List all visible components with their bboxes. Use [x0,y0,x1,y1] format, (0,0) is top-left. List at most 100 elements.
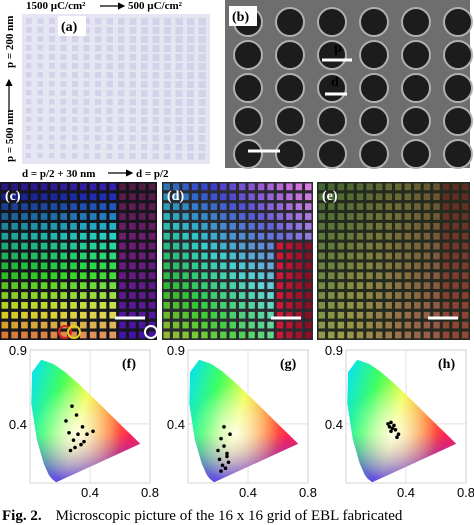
color-square [21,302,28,309]
color-square [50,223,58,230]
grid-square [152,90,160,97]
color-square [148,193,156,201]
color-square [60,242,68,250]
color-square [229,311,236,319]
color-square [305,292,312,299]
grid-square [37,126,43,132]
grid-square [175,36,183,44]
grid-square [60,135,66,141]
hole [317,106,347,136]
color-square [148,292,156,299]
color-square [182,321,189,329]
grid-square [118,90,125,97]
color-square [461,272,469,280]
color-square [433,321,440,329]
color-square [239,203,246,210]
color-point [91,429,95,434]
color-point [396,432,401,437]
color-square [172,252,180,260]
color-square [191,262,199,270]
grid-square [95,99,102,106]
color-square [11,223,18,230]
color-square [356,292,364,299]
color-square [442,252,450,260]
color-square [305,321,312,329]
grid-square [72,63,78,69]
color-square [129,302,136,309]
color-square [328,213,335,220]
color-square [257,223,265,230]
color-square [21,321,28,329]
color-square [40,193,48,201]
color-square [366,223,373,230]
color-square [138,183,146,191]
color-square [404,272,412,280]
grid-square [95,108,101,114]
grid-square [49,126,55,132]
color-square [423,272,431,280]
grid-square [129,72,137,79]
color-square [395,282,402,289]
color-square [295,183,303,191]
color-square [99,242,107,250]
color-square [138,292,146,299]
color-square [318,193,326,201]
grid-square [49,63,55,69]
color-square [30,331,38,339]
panel-label: (e) [322,189,338,204]
grid-square [129,18,137,25]
grid-square [187,54,195,62]
grid-square [72,99,78,105]
color-square [119,262,126,270]
x-tick-label: 0.8 [457,485,474,500]
color-square [30,262,38,270]
color-square [11,203,18,210]
grid-square [72,144,78,150]
grid-square [187,117,194,124]
color-square [220,223,227,230]
color-square [305,223,312,230]
color-square [442,272,450,280]
color-square [452,331,459,339]
color-square [305,331,312,339]
grid-square [164,27,172,35]
color-square [356,223,364,230]
color-square [70,223,77,230]
hole [275,73,305,103]
color-square [191,331,199,339]
color-square [21,272,28,280]
color-square [191,292,199,299]
grid-square [198,54,206,62]
color-square [276,252,284,260]
grid-square [95,144,101,150]
grid-square [129,108,136,115]
grid-square [106,81,113,88]
grid-square [83,63,90,70]
color-square [99,292,107,299]
color-square [414,292,421,299]
hole [317,7,347,37]
color-square [89,302,97,309]
color-point [225,451,229,456]
grid-square [106,108,113,115]
color-square [21,203,28,210]
color-square [305,282,312,289]
color-point [389,429,393,434]
grid-square [152,27,160,35]
color-square [267,242,274,250]
hole [275,40,305,70]
color-square [286,272,293,280]
grid-square [129,45,137,52]
grid-square [141,36,148,43]
grid-square [83,153,90,159]
grid-square [106,126,113,132]
color-square [60,262,68,270]
color-square [163,252,170,260]
color-square [148,232,156,240]
color-square [99,262,107,270]
color-square [129,183,136,191]
color-square [163,193,170,201]
label-box [58,16,86,36]
color-square [267,311,274,319]
